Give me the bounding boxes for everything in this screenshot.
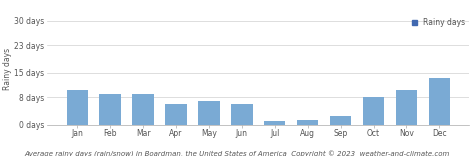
Y-axis label: Rainy days: Rainy days [2,48,11,90]
Bar [132,94,154,125]
Legend: Rainy days: Rainy days [412,18,465,27]
Bar [330,116,351,125]
Bar [297,120,319,125]
Bar [264,121,285,125]
Bar [363,97,384,125]
Bar [428,78,450,125]
Bar [66,90,88,125]
Text: Average rainy days (rain/snow) in Boardman, the United States of America  Copyri: Average rainy days (rain/snow) in Boardm… [24,150,450,156]
Bar [396,90,417,125]
Bar [100,94,121,125]
Bar [231,104,253,125]
Bar [165,104,187,125]
Bar [198,101,219,125]
